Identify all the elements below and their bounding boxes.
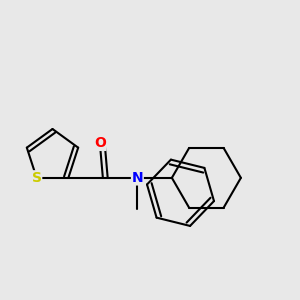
Text: O: O (94, 136, 106, 150)
Text: S: S (32, 171, 42, 185)
Text: N: N (132, 171, 143, 185)
